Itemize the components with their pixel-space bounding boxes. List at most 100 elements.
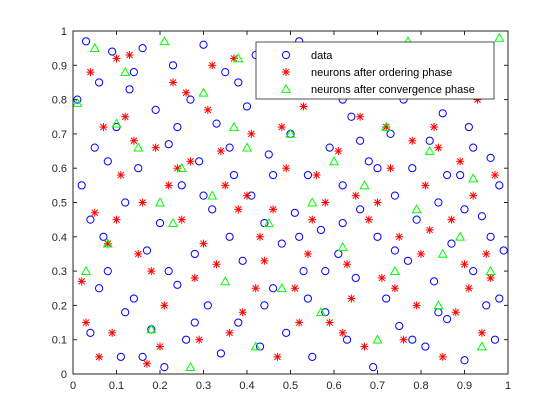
data-point <box>121 112 130 121</box>
data-point <box>103 267 112 276</box>
y-tick-label: 0.8 <box>52 95 67 107</box>
data-point <box>120 66 131 77</box>
data-point <box>282 164 291 173</box>
data-point <box>486 153 495 163</box>
data-point <box>155 218 165 228</box>
data-point <box>190 249 199 259</box>
data-point <box>251 284 260 293</box>
data-point <box>468 173 479 183</box>
data-point <box>134 164 143 173</box>
data-point <box>403 256 413 265</box>
data-point <box>390 191 399 200</box>
data-point <box>208 61 217 70</box>
data-point <box>156 342 164 351</box>
data-point <box>77 181 86 190</box>
data-point <box>490 171 499 180</box>
legend-marker <box>280 83 292 93</box>
data-point <box>90 208 99 217</box>
data-point <box>121 308 130 317</box>
x-tick-label: 0.2 <box>152 380 167 392</box>
data-point <box>356 112 365 121</box>
data-point <box>273 352 282 361</box>
data-point <box>225 143 234 152</box>
data-point <box>142 359 151 368</box>
data-point <box>369 363 378 372</box>
data-point <box>82 318 91 327</box>
data-point <box>72 97 83 107</box>
data-point <box>338 328 347 337</box>
x-tick-label: 0.8 <box>413 380 428 392</box>
data-point <box>390 284 399 293</box>
data-point <box>469 267 478 276</box>
data-point <box>182 88 191 97</box>
data-point <box>399 335 408 344</box>
data-point <box>160 301 169 310</box>
legend-marker-data <box>281 50 291 60</box>
data-point <box>277 123 286 132</box>
data-point <box>90 143 99 152</box>
data-point <box>159 36 170 46</box>
data-point <box>486 232 495 241</box>
data-point <box>417 249 425 258</box>
data-point <box>425 225 434 234</box>
data-point <box>86 328 95 337</box>
data-point <box>477 212 486 221</box>
data-point <box>260 301 269 310</box>
data-point <box>386 164 395 173</box>
data-point <box>460 260 469 269</box>
data-point <box>356 205 365 214</box>
data-point <box>334 147 343 156</box>
y-tick-label: 1 <box>61 26 67 38</box>
data-point <box>195 335 204 344</box>
data-point <box>103 157 112 166</box>
data-point <box>89 42 100 53</box>
data-point <box>430 123 439 132</box>
data-point <box>277 239 286 248</box>
data-point <box>408 136 417 145</box>
series-neurons-after-ordering-phase <box>77 44 499 368</box>
data-point <box>438 352 447 361</box>
data-point <box>242 102 252 111</box>
data-point <box>177 215 186 224</box>
data-point <box>338 218 347 228</box>
y-tick-label: 0.2 <box>52 300 67 312</box>
data-point <box>303 249 312 258</box>
data-point <box>238 308 247 317</box>
data-point <box>260 256 269 265</box>
data-point <box>154 197 166 207</box>
data-point <box>77 277 86 286</box>
data-point <box>411 204 422 214</box>
data-point <box>408 164 417 173</box>
data-point <box>290 208 299 217</box>
data-point <box>207 190 218 200</box>
data-point <box>364 157 373 166</box>
data-point <box>102 238 113 248</box>
data-point <box>343 260 352 269</box>
x-tick-label: 0.1 <box>109 380 124 392</box>
data-point <box>433 300 444 310</box>
data-point <box>490 335 500 344</box>
legend-marker <box>282 68 290 76</box>
data-point <box>469 143 478 152</box>
data-point <box>176 162 187 173</box>
data-point <box>347 112 356 121</box>
data-point <box>168 61 178 70</box>
data-point <box>316 225 326 235</box>
data-point <box>381 121 392 131</box>
data-point <box>190 318 199 327</box>
data-point <box>112 54 121 63</box>
data-point <box>328 156 340 166</box>
data-point <box>451 308 460 317</box>
data-point <box>269 170 278 180</box>
data-point <box>177 181 186 190</box>
data-point <box>299 102 308 111</box>
data-point <box>325 318 334 327</box>
data-point <box>389 265 400 275</box>
data-point <box>233 53 244 63</box>
data-point <box>129 136 138 145</box>
legend-label-data: data <box>311 50 333 62</box>
data-point <box>421 181 430 190</box>
data-point <box>95 78 104 87</box>
data-point <box>111 118 122 128</box>
data-point <box>108 47 117 56</box>
